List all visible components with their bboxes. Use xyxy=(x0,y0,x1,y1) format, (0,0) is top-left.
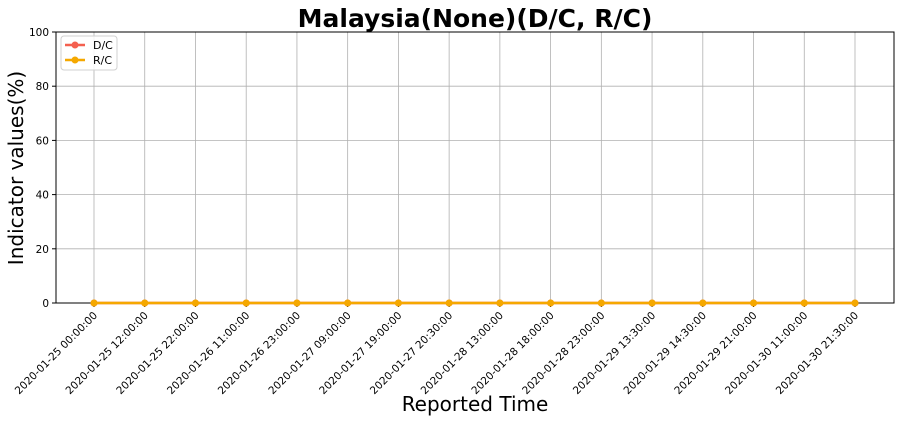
y-tick-label: 20 xyxy=(36,244,49,256)
data-point xyxy=(597,299,605,307)
data-point xyxy=(445,299,453,307)
data-point xyxy=(648,299,656,307)
legend-label-0: D/C xyxy=(93,39,113,52)
x-tick-label: 2020-01-29 13:30:00 xyxy=(571,310,658,397)
y-tick-label: 40 xyxy=(36,190,49,202)
data-point xyxy=(90,299,98,307)
x-tick-label: 2020-01-28 18:00:00 xyxy=(469,310,556,397)
y-axis-label: Indicator values(%) xyxy=(4,71,28,265)
legend: D/C R/C xyxy=(60,35,118,71)
data-point xyxy=(141,299,149,307)
x-tick-label: 2020-01-29 14:30:00 xyxy=(622,310,709,397)
data-point xyxy=(800,299,808,307)
data-point xyxy=(344,299,352,307)
plot-area-frame xyxy=(55,31,895,304)
data-point xyxy=(699,299,707,307)
data-point xyxy=(851,299,859,307)
data-point xyxy=(547,299,555,307)
x-tick-label: 2020-01-27 09:00:00 xyxy=(266,310,353,397)
data-point xyxy=(750,299,758,307)
series-group xyxy=(90,299,859,307)
x-tick-label: 2020-01-30 11:00:00 xyxy=(723,310,810,397)
x-tick-label: 2020-01-30 21:30:00 xyxy=(774,310,861,397)
data-point xyxy=(191,299,199,307)
y-tick-label: 100 xyxy=(29,27,49,39)
legend-marker-0 xyxy=(71,41,79,49)
x-tick-label: 2020-01-29 21:00:00 xyxy=(672,310,759,397)
x-tick-label: 2020-01-28 23:00:00 xyxy=(520,310,607,397)
data-point xyxy=(293,299,301,307)
y-tick-label: 0 xyxy=(42,298,49,310)
grid-lines xyxy=(56,31,894,304)
x-tick-label: 2020-01-25 12:00:00 xyxy=(64,310,151,397)
legend-marker-1 xyxy=(71,56,79,64)
x-tick-label: 2020-01-28 13:00:00 xyxy=(419,310,506,397)
x-tick-label: 2020-01-26 23:00:00 xyxy=(216,310,303,397)
x-tick-label: 2020-01-27 20:30:00 xyxy=(368,310,455,397)
y-axis: 0 20 40 60 80 100 xyxy=(29,27,56,310)
x-axis-label: Reported Time xyxy=(402,392,549,416)
x-tick-label: 2020-01-26 11:00:00 xyxy=(165,310,252,397)
y-tick-label: 60 xyxy=(36,135,49,147)
x-tick-label: 2020-01-25 00:00:00 xyxy=(13,310,100,397)
data-point xyxy=(242,299,250,307)
data-point xyxy=(394,299,402,307)
x-tick-label: 2020-01-25 22:00:00 xyxy=(114,310,201,397)
data-point xyxy=(496,299,504,307)
legend-label-1: R/C xyxy=(93,54,112,67)
chart-title: Malaysia(None)(D/C, R/C) xyxy=(298,4,653,33)
x-tick-label: 2020-01-27 19:00:00 xyxy=(317,310,404,397)
y-tick-label: 80 xyxy=(36,81,49,93)
